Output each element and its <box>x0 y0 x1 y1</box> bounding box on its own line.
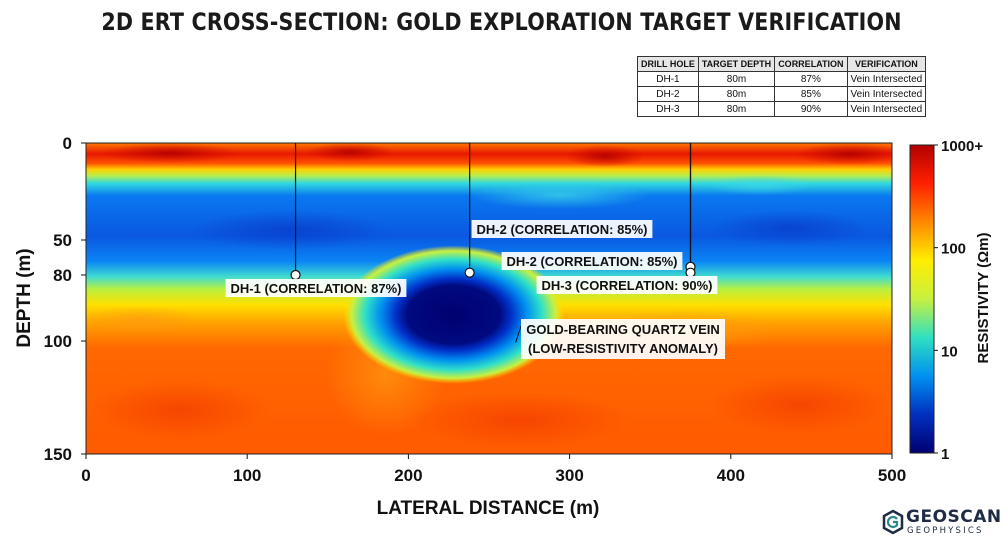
table-cell: DH-1 <box>637 71 699 87</box>
resistivity-heatmap <box>86 143 892 454</box>
table-header: DRILL HOLE <box>637 56 699 72</box>
colorbar <box>909 144 935 454</box>
table-cell: Vein Intersected <box>846 71 927 87</box>
drill-hole-label-box <box>501 252 683 270</box>
x-tick-label: 200 <box>394 466 422 485</box>
drill-hole-label: DH-2 (CORRELATION: 85%) <box>507 254 678 269</box>
anomaly-label-box <box>521 319 725 359</box>
drill-hole-target-marker <box>685 267 696 278</box>
drill-hole-label: DH-2 (CORRELATION: 85%) <box>477 222 648 237</box>
table-cell: 87% <box>774 71 848 87</box>
drill-hole-label: DH-3 (CORRELATION: 90%) <box>542 278 713 293</box>
x-tick-label: 300 <box>555 466 583 485</box>
table-cell: 85% <box>774 86 848 102</box>
x-tick-label: 100 <box>233 466 261 485</box>
drill-hole-target-marker <box>685 261 696 272</box>
x-tick-label: 500 <box>878 466 906 485</box>
table-cell: Vein Intersected <box>846 86 927 102</box>
x-axis-title: LATERAL DISTANCE (m) <box>377 498 600 519</box>
table-header: TARGET DEPTH <box>697 56 776 72</box>
drill-hole-target-marker <box>464 267 475 278</box>
table-cell: Vein Intersected <box>846 101 927 117</box>
colorbar-tick-label: 10 <box>941 343 958 360</box>
table-row: DH-2 80m 85% Vein Intersected <box>637 86 927 102</box>
y-axis-title: DEPTH (m) <box>14 248 35 347</box>
y-tick-label: 150 <box>44 445 72 464</box>
chart-title: 2D ERT CROSS-SECTION: GOLD EXPLORATION T… <box>101 8 902 36</box>
y-tick-label: 50 <box>53 231 72 250</box>
x-tick-label: 400 <box>717 466 745 485</box>
table-row: DH-1 80m 87% Vein Intersected <box>637 71 927 87</box>
geoscan-logo: GEOSCAN GEOPHYSICS <box>882 507 1002 536</box>
colorbar-tick-label: 100 <box>941 241 966 258</box>
table-cell: DH-3 <box>637 101 699 117</box>
table-header-row: DRILL HOLE TARGET DEPTH CORRELATION VERI… <box>637 56 927 72</box>
table-cell: 80m <box>697 71 776 87</box>
table-cell: 80m <box>697 101 776 117</box>
y-tick-label: 100 <box>44 332 72 351</box>
table-cell: 80m <box>697 86 776 102</box>
drill-hole-label-box <box>225 279 407 297</box>
table-row: DH-3 80m 90% Vein Intersected <box>637 101 927 117</box>
logo-g-icon <box>882 509 904 535</box>
colorbar-tick-label: 1 <box>941 446 949 463</box>
verification-table: DRILL HOLE TARGET DEPTH CORRELATION VERI… <box>637 56 927 117</box>
table-cell: DH-2 <box>637 86 699 102</box>
logo-name: GEOSCAN <box>906 507 1002 527</box>
anomaly-leader-line <box>515 325 522 343</box>
y-tick-label: 0 <box>63 134 72 153</box>
drill-hole-label: DH-1 (CORRELATION: 87%) <box>231 281 402 296</box>
table-header: CORRELATION <box>774 56 848 72</box>
drill-hole-label-box <box>471 220 653 238</box>
x-tick-label: 0 <box>81 466 90 485</box>
anomaly-label-line1: GOLD-BEARING QUARTZ VEIN <box>526 322 720 337</box>
anomaly-label-line2: (LOW-RESISTIVITY ANOMALY) <box>528 341 718 356</box>
table-cell: 90% <box>774 101 848 117</box>
logo-subtitle: GEOPHYSICS <box>907 526 984 536</box>
table-header: VERIFICATION <box>846 56 927 72</box>
drill-hole-target-marker <box>290 269 301 281</box>
drill-hole-label-box <box>536 276 718 294</box>
y-tick-label: 80 <box>53 266 72 285</box>
anomaly-halo <box>342 245 565 384</box>
colorbar-tick-label: 1000+ <box>941 138 983 155</box>
colorbar-title: RESISTIVITY (Ωm) <box>975 233 992 364</box>
